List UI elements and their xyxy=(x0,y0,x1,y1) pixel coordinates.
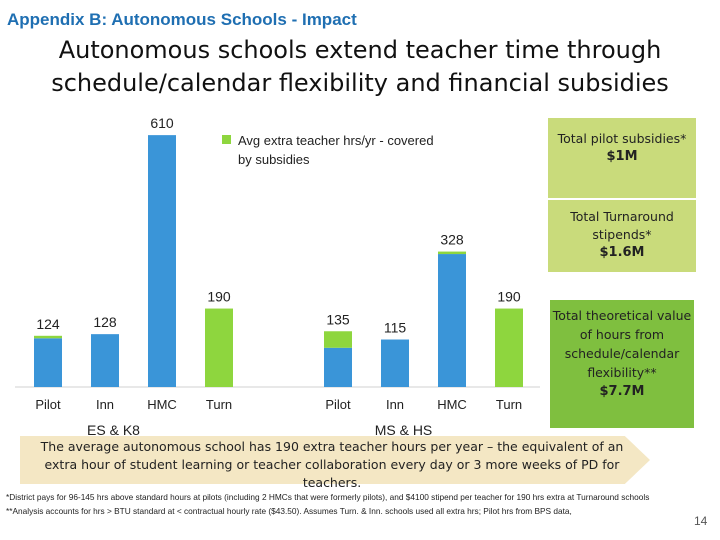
legend-swatch xyxy=(222,135,231,144)
bar-0-1 xyxy=(91,334,119,387)
callout-pilot-subsidies: Total pilot subsidies* $1M xyxy=(548,118,696,198)
group-label-0: ES & K8 xyxy=(87,422,140,438)
callout-turnaround-label: Total Turnaround stipends* xyxy=(570,209,674,242)
summary-banner-text: The average autonomous school has 190 ex… xyxy=(40,439,624,490)
bar-1-0 xyxy=(324,347,352,387)
value-label-1-1: 115 xyxy=(384,320,407,336)
category-label-1-3: Turn xyxy=(496,397,522,412)
footnote-1: *District pays for 96-145 hrs above stan… xyxy=(6,492,650,502)
category-label-1-2: HMC xyxy=(437,397,467,412)
page-number: 14 xyxy=(694,514,708,528)
callout-turnaround-value: $1.6M xyxy=(599,245,645,260)
value-label-0-0: 124 xyxy=(36,316,60,332)
slide-title: Autonomous schools extend teacher time t… xyxy=(51,36,669,97)
value-label-1-2: 328 xyxy=(440,232,464,248)
callout-theoretical-amount: $7.7M xyxy=(599,384,645,399)
callout-pilot-value: $1M xyxy=(606,149,638,164)
group-label-1: MS & HS xyxy=(375,422,433,438)
bar-subsidy-1-3 xyxy=(495,308,523,387)
summary-banner xyxy=(20,436,650,484)
bar-subsidy-1-0 xyxy=(324,331,352,348)
footnotes: *District pays for 96-145 hrs above stan… xyxy=(6,490,696,518)
category-label-1-1: Inn xyxy=(386,397,404,412)
section-title: Appendix B: Autonomous Schools - Impact xyxy=(7,10,357,29)
category-label-0-0: Pilot xyxy=(35,397,61,412)
footnote-2: **Analysis accounts for hrs > BTU standa… xyxy=(6,506,572,516)
callout-theoretical-label: Total theoretical value of hours from sc… xyxy=(552,308,692,380)
category-label-1-0: Pilot xyxy=(325,397,351,412)
bar-subsidy-1-2 xyxy=(438,251,466,255)
bar-0-0 xyxy=(34,338,62,387)
legend-label-line2: by subsidies xyxy=(238,152,310,167)
value-label-0-1: 128 xyxy=(93,314,117,330)
bar-subsidy-0-0 xyxy=(34,335,62,339)
callout-turnaround-stipends: Total Turnaround stipends* $1.6M xyxy=(548,200,696,272)
bar-subsidy-0-3 xyxy=(205,308,233,387)
value-label-1-3: 190 xyxy=(497,289,521,305)
bar-0-2 xyxy=(148,135,176,387)
value-label-1-0: 135 xyxy=(326,311,350,327)
bar-1-2 xyxy=(438,254,466,387)
category-label-0-3: Turn xyxy=(206,397,232,412)
callout-pilot-label: Total pilot subsidies* xyxy=(557,131,687,146)
category-label-0-1: Inn xyxy=(96,397,114,412)
value-label-0-2: 610 xyxy=(150,115,174,131)
callout-theoretical-value: Total theoretical value of hours from sc… xyxy=(550,300,694,428)
category-label-0-2: HMC xyxy=(147,397,177,412)
legend-label-line1: Avg extra teacher hrs/yr - covered xyxy=(238,133,434,148)
bar-1-1 xyxy=(381,339,409,387)
value-label-0-3: 190 xyxy=(207,289,231,305)
